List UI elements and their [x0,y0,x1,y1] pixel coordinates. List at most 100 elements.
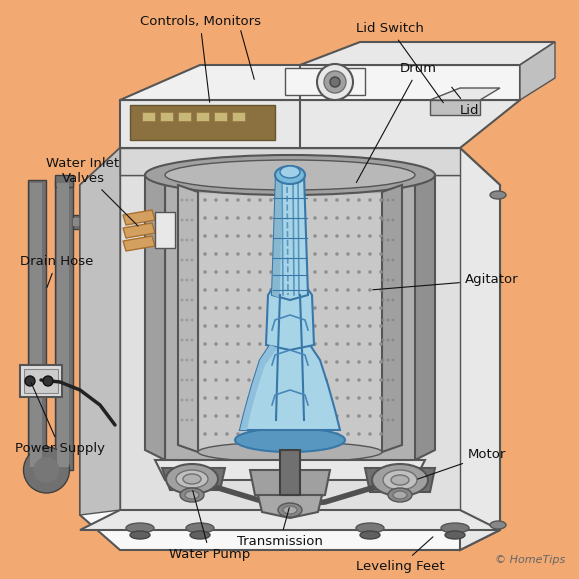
Circle shape [203,432,207,436]
Circle shape [387,398,390,401]
Circle shape [330,77,340,87]
Circle shape [280,414,284,418]
Circle shape [391,379,394,382]
Circle shape [324,360,328,364]
Circle shape [382,398,384,401]
Ellipse shape [283,506,297,514]
Circle shape [382,199,384,201]
Circle shape [368,342,372,346]
Circle shape [379,198,383,202]
Circle shape [280,360,284,364]
Circle shape [258,216,262,220]
Circle shape [313,342,317,346]
Polygon shape [130,105,275,140]
Circle shape [236,342,240,346]
Circle shape [236,270,240,274]
Circle shape [236,324,240,328]
Circle shape [186,239,188,241]
Polygon shape [430,100,480,115]
Circle shape [382,358,384,361]
Text: Drum: Drum [356,62,437,182]
Circle shape [190,318,193,321]
Circle shape [291,270,295,274]
Circle shape [391,419,394,422]
Circle shape [214,216,218,220]
Circle shape [391,219,394,221]
Circle shape [335,378,339,382]
Circle shape [387,419,390,422]
Polygon shape [162,468,225,490]
Polygon shape [285,68,365,95]
Circle shape [269,378,273,382]
Circle shape [382,318,384,321]
Ellipse shape [126,523,154,533]
Circle shape [269,324,273,328]
Circle shape [247,270,251,274]
Circle shape [190,339,193,342]
Circle shape [346,306,350,310]
Circle shape [346,252,350,256]
Circle shape [387,339,390,342]
Circle shape [236,198,240,202]
Circle shape [186,339,188,342]
Circle shape [236,306,240,310]
Circle shape [302,396,306,400]
Circle shape [379,288,383,292]
Circle shape [258,252,262,256]
Circle shape [214,324,218,328]
Circle shape [214,360,218,364]
Text: Water Inlet
Valves: Water Inlet Valves [46,157,138,226]
Circle shape [214,414,218,418]
Circle shape [357,270,361,274]
Circle shape [335,396,339,400]
Circle shape [391,318,394,321]
Circle shape [335,288,339,292]
Circle shape [190,278,193,281]
Polygon shape [155,212,175,248]
Circle shape [225,324,229,328]
Circle shape [181,199,184,201]
Circle shape [368,396,372,400]
Circle shape [258,234,262,238]
Circle shape [186,398,188,401]
Polygon shape [123,210,155,225]
Circle shape [335,252,339,256]
Circle shape [391,299,394,302]
Circle shape [236,414,240,418]
Circle shape [368,378,372,382]
Polygon shape [300,65,520,100]
Ellipse shape [166,464,218,494]
Circle shape [203,360,207,364]
Circle shape [269,252,273,256]
Circle shape [225,432,229,436]
Circle shape [302,324,306,328]
Ellipse shape [190,531,210,539]
Circle shape [190,398,193,401]
Circle shape [258,198,262,202]
Bar [160,112,173,121]
Ellipse shape [34,457,60,483]
Ellipse shape [490,521,506,529]
Circle shape [291,324,295,328]
Circle shape [382,278,384,281]
Ellipse shape [372,464,428,496]
Polygon shape [80,148,120,515]
Ellipse shape [356,523,384,533]
Circle shape [203,288,207,292]
Circle shape [43,376,53,386]
Polygon shape [415,175,435,460]
Circle shape [203,216,207,220]
Circle shape [379,324,383,328]
Polygon shape [240,340,340,430]
Circle shape [225,342,229,346]
Circle shape [346,216,350,220]
Circle shape [368,216,372,220]
Circle shape [280,432,284,436]
Circle shape [181,358,184,361]
Circle shape [280,324,284,328]
Ellipse shape [280,166,300,178]
Circle shape [291,342,295,346]
Circle shape [324,198,328,202]
Circle shape [379,270,383,274]
Circle shape [186,299,188,302]
